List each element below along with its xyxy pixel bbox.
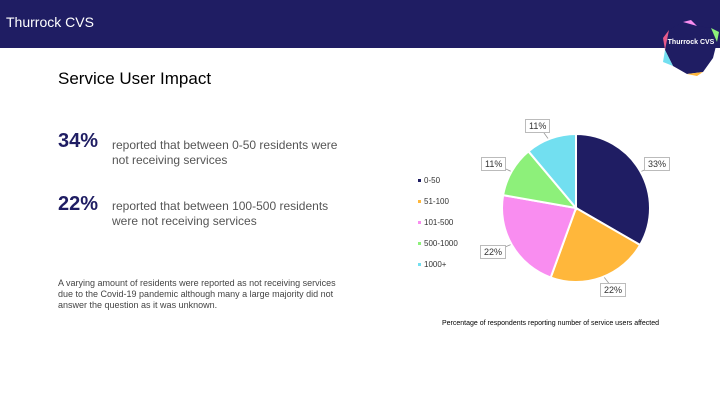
legend-label: 0-50 <box>424 176 441 185</box>
thurrock-cvs-logo: Thurrock CVS <box>663 20 719 76</box>
legend-swatch <box>418 200 421 204</box>
legend-label: 1000+ <box>424 260 447 269</box>
legend-label: 101-500 <box>424 218 454 227</box>
data-label-1000+: 11% <box>525 119 551 133</box>
page-title: Service User Impact <box>58 69 212 88</box>
legend-item-0-50: 0-50 <box>418 176 440 185</box>
logo-shape <box>663 20 719 76</box>
data-label-51-100: 22% <box>600 283 627 297</box>
legend-swatch <box>418 179 421 183</box>
stat-text-0-50: reported that between 0-50 residents wer… <box>112 138 338 167</box>
pie-slice-1000+ <box>527 132 577 211</box>
impact-note: A varying amount of residents were repor… <box>58 278 336 310</box>
legend-swatch <box>418 263 421 267</box>
stat-value-100-500: 22% <box>58 193 99 215</box>
header-bar: Thurrock CVS <box>0 0 720 48</box>
pie-slice-51-100 <box>549 206 642 283</box>
legend-item-1000+: 1000+ <box>418 260 446 269</box>
pie-slice-101-500 <box>501 193 578 279</box>
legend-item-500-1000: 500-1000 <box>418 239 458 248</box>
legend-item-51-100: 51-100 <box>418 197 449 206</box>
legend-label: 51-100 <box>424 197 449 206</box>
legend-swatch <box>418 221 421 225</box>
legend-label: 500-1000 <box>424 239 458 248</box>
header-title: Thurrock CVS <box>6 14 94 30</box>
stat-value-0-50: 34% <box>58 130 99 152</box>
data-label-500-1000: 11% <box>481 157 507 171</box>
data-label-0-50: 33% <box>644 157 671 171</box>
stat-text-100-500: reported that between 100-500 residents … <box>112 199 329 228</box>
legend-swatch <box>418 242 421 246</box>
legend-item-101-500: 101-500 <box>418 218 453 227</box>
data-label-101-500: 22% <box>480 245 507 259</box>
chart-caption: Percentage of respondents reporting numb… <box>442 320 659 327</box>
logo-text: Thurrock CVS <box>667 39 715 46</box>
pie-slice-0-50 <box>575 132 651 247</box>
